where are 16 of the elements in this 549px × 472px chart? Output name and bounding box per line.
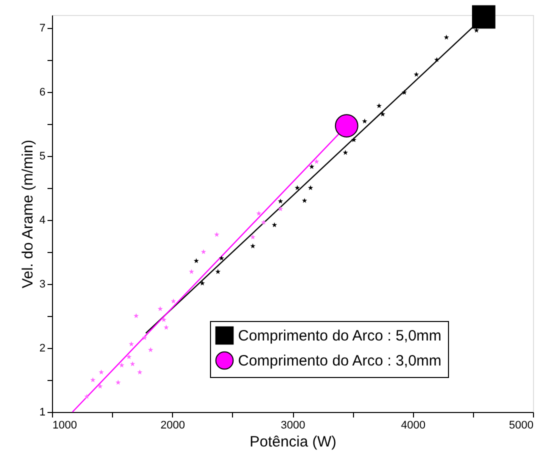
x-tick-label: 5000 bbox=[509, 420, 534, 432]
y-tick-label: 5 bbox=[39, 150, 46, 162]
y-tick-label: 3 bbox=[39, 278, 46, 290]
x-tick-label: 1000 bbox=[52, 420, 77, 432]
y-axis-title: Vel. do Arame (m/min) bbox=[19, 140, 36, 288]
y-tick-label: 7 bbox=[39, 22, 46, 34]
x-tick-label: 3000 bbox=[280, 420, 306, 432]
y-tick-label: 6 bbox=[39, 86, 46, 98]
x-tick-label: 4000 bbox=[401, 420, 426, 432]
y-tick-label: 2 bbox=[39, 342, 46, 354]
legend-label: Comprimento do Arco : 3,0mm bbox=[238, 352, 442, 370]
legend-label: Comprimento do Arco : 5,0mm bbox=[238, 328, 442, 344]
y-tick-label: 1 bbox=[39, 406, 46, 418]
y-tick-label: 4 bbox=[39, 214, 46, 226]
x-tick-label: 2000 bbox=[160, 420, 185, 432]
x-axis-title: Potência (W) bbox=[250, 434, 336, 450]
